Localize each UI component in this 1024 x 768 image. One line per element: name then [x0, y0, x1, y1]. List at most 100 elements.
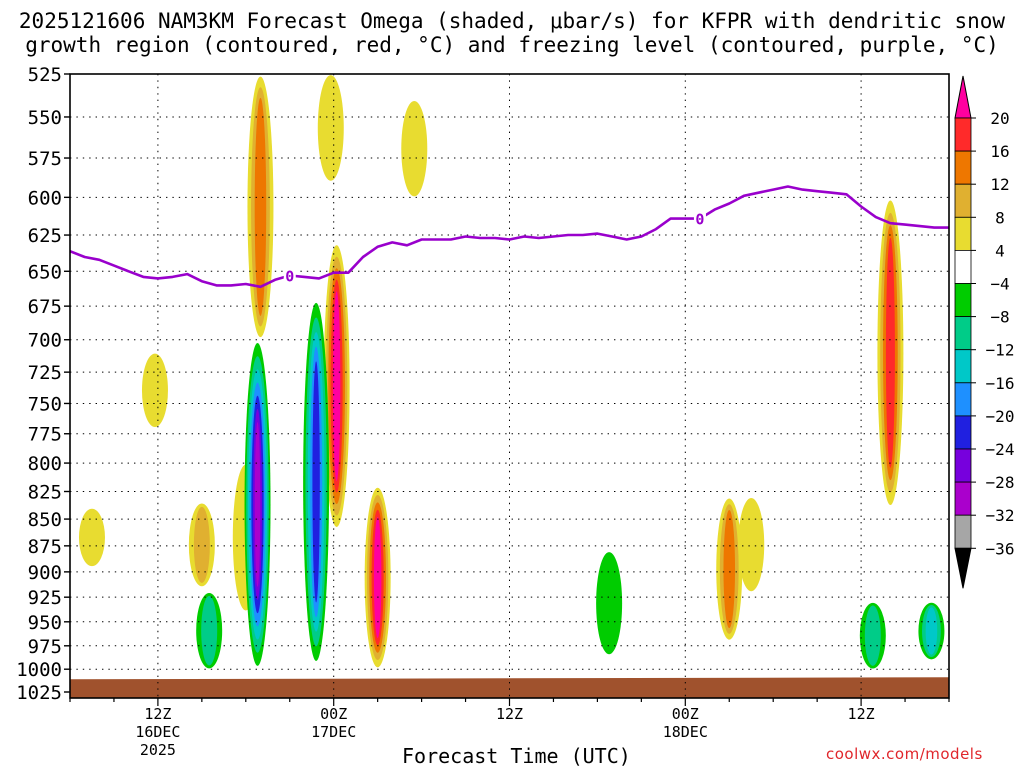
colorbar-bottom-arrow [954, 547, 972, 589]
y-tick-label: 775 [28, 424, 62, 446]
y-tick-label: 925 [28, 587, 62, 609]
omega-contour-band [885, 237, 895, 468]
y-tick-label: 600 [28, 187, 62, 209]
omega-contour-band [596, 552, 623, 655]
y-tick-label: 1025 [16, 682, 62, 704]
omega-contour-band [723, 510, 736, 629]
colorbar-segment [954, 448, 972, 483]
omega-feature-ascent-3 [323, 245, 350, 528]
omega-contour-band [254, 422, 261, 587]
x-axis-label: Forecast Time (UTC) [402, 744, 631, 768]
omega-contour-band [201, 596, 218, 666]
colorbar-top-arrow [954, 75, 972, 119]
x-tick-label: 12Z [848, 705, 875, 723]
omega-contour-band [925, 607, 938, 655]
x-tick-label: 17DEC [311, 723, 356, 741]
colorbar-label: −16 [986, 374, 1015, 393]
colorbar-label: 16 [990, 142, 1009, 161]
colorbar-label: −8 [990, 308, 1009, 327]
colorbar-segment [954, 249, 972, 284]
colorbar-label: −12 [986, 341, 1015, 360]
x-tick-label: 00Z [672, 705, 699, 723]
y-tick-label: 975 [28, 636, 62, 658]
y-tick-label: 875 [28, 536, 62, 558]
colorbar-segment [954, 382, 972, 417]
y-tick-label: 725 [28, 362, 62, 384]
x-tick-label: 12Z [496, 705, 523, 723]
omega-feature-ascent-2 [401, 100, 428, 197]
colorbar-label: −36 [986, 539, 1015, 558]
omega-contour-band [373, 517, 382, 639]
y-tick-label: 525 [28, 64, 62, 86]
omega-contour-band [332, 291, 341, 482]
freezing-label-bg [283, 267, 296, 284]
colorbar-segment [954, 283, 972, 317]
y-tick-label: 575 [28, 148, 62, 170]
y-tick-label: 900 [28, 562, 62, 584]
colorbar-label: −24 [986, 440, 1015, 459]
freezing-label-bg [693, 210, 706, 227]
omega-contour-band [317, 75, 344, 181]
chart-title-line-2: growth region (contoured, red, °C) and f… [25, 33, 999, 57]
freezing-level-label: 0 [285, 268, 294, 286]
colorbar: 20 16 12 8 4 −4 −8 −12 −16 −20 −24 −28 −32 −36 [954, 75, 1015, 589]
omega-feature-descent-16 [859, 602, 886, 669]
y-tick-label: 700 [28, 330, 62, 352]
x-tick-label: 2025 [140, 741, 176, 759]
y-tick-label: 950 [28, 612, 62, 634]
y-axis: 525 550 575 600 625 650 675 700 725 750 775 800 825 8… [16, 64, 70, 704]
y-tick-label: 750 [28, 393, 62, 415]
colorbar-label: 4 [995, 241, 1005, 260]
chart-title-line-1: 2025121606 NAM3KM Forecast Omega (shaded… [18, 9, 1006, 33]
omega-feature-ascent-9 [716, 498, 743, 640]
colorbar-label: −32 [986, 506, 1015, 525]
omega-feature-ascent-11 [877, 200, 904, 506]
omega-shading [78, 75, 945, 669]
y-tick-label: 850 [28, 509, 62, 531]
omega-feature-descent-17 [918, 602, 945, 660]
omega-contour-band [864, 605, 881, 666]
colorbar-segment [954, 117, 972, 152]
omega-contour-band [193, 506, 210, 583]
y-tick-label: 800 [28, 453, 62, 475]
omega-feature-ascent-4 [364, 487, 391, 668]
credit-link[interactable]: coolwx.com/models [826, 745, 983, 763]
x-tick-label: 00Z [320, 705, 347, 723]
omega-feature-ascent-7 [78, 508, 105, 567]
omega-feature-descent-15 [596, 552, 623, 655]
colorbar-segment [954, 481, 972, 516]
x-tick-label: 16DEC [135, 723, 180, 741]
y-tick-label: 625 [28, 225, 62, 247]
y-tick-label: 650 [28, 261, 62, 283]
y-tick-label: 675 [28, 296, 62, 318]
x-tick-label: 12Z [144, 705, 171, 723]
x-tick-label: 18DEC [663, 723, 708, 741]
omega-feature-descent-12 [244, 343, 271, 666]
omega-feature-ascent-1 [317, 75, 344, 181]
colorbar-label: −20 [986, 407, 1015, 426]
colorbar-label: −28 [986, 473, 1015, 492]
colorbar-segment [954, 150, 972, 185]
freezing-level: 00 [70, 185, 949, 289]
freezing-level-line [70, 185, 949, 289]
colorbar-segment [954, 349, 972, 384]
ground-fill [70, 677, 949, 698]
omega-contour-band [78, 508, 105, 567]
colorbar-segment [954, 216, 972, 251]
omega-feature-ascent-0 [247, 76, 274, 338]
colorbar-segment [954, 183, 972, 218]
omega-contour-band [312, 361, 320, 603]
omega-contour-band [738, 498, 765, 592]
colorbar-label: 8 [995, 208, 1005, 227]
colorbar-segment [954, 415, 972, 450]
omega-feature-ascent-8 [141, 353, 168, 428]
omega-feature-descent-13 [303, 302, 330, 661]
colorbar-label: −4 [990, 275, 1009, 294]
omega-contour-band [254, 97, 267, 316]
freezing-level-label: 0 [695, 211, 704, 229]
ground-terrain [70, 677, 949, 698]
omega-feature-ascent-6 [188, 503, 215, 587]
colorbar-segment [954, 316, 972, 351]
omega-contour-band [141, 353, 168, 428]
